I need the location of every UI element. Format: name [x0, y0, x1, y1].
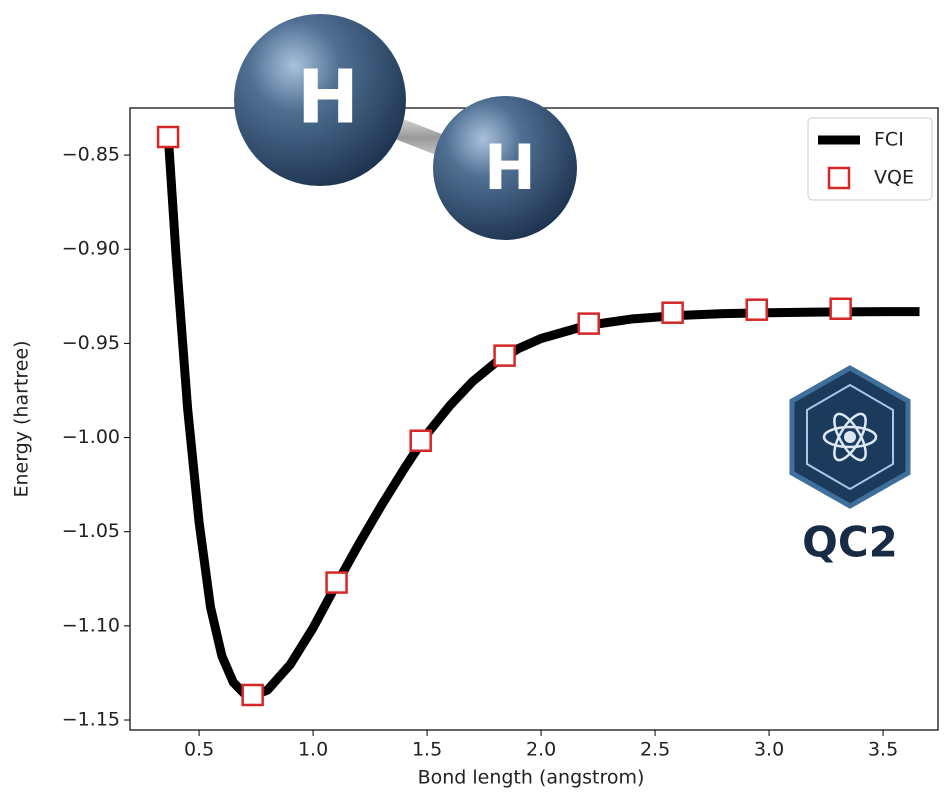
vqe-marker — [495, 346, 515, 366]
vqe-marker — [327, 573, 347, 593]
y-tick-label: −1.00 — [62, 426, 120, 448]
y-tick-label: −0.90 — [62, 238, 120, 260]
logo-text: QC2 — [802, 518, 898, 567]
y-tick-label: −0.95 — [62, 332, 120, 354]
x-tick-label: 3.0 — [754, 739, 784, 761]
x-tick-label: 1.5 — [412, 739, 442, 761]
y-tick-label: −1.10 — [62, 614, 120, 636]
y-tick-label: −1.15 — [62, 709, 120, 731]
vqe-marker — [411, 431, 431, 451]
x-tick-label: 2.5 — [640, 739, 670, 761]
molecule: H H — [234, 14, 577, 240]
vqe-marker — [243, 685, 263, 705]
atom-label: H — [484, 131, 536, 204]
legend: FCI VQE — [808, 118, 932, 200]
vqe-marker — [663, 303, 683, 323]
atom-label: H — [297, 55, 359, 141]
x-tick-label: 1.0 — [298, 739, 328, 761]
legend-label: VQE — [874, 167, 914, 189]
y-tick-label: −0.85 — [62, 144, 120, 166]
legend-marker — [829, 168, 849, 188]
vqe-marker — [158, 127, 178, 147]
y-tick-label: −1.05 — [62, 520, 120, 542]
x-tick-label: 0.5 — [184, 739, 214, 761]
logo-nucleus — [844, 431, 856, 443]
logo: QC2 — [792, 368, 908, 567]
x-axis-label: Bond length (angstrom) — [418, 767, 645, 789]
x-tick-label: 2.0 — [526, 739, 556, 761]
y-axis-label: Energy (hartree) — [11, 340, 33, 497]
chart: Bond length (angstrom) Energy (hartree) … — [0, 0, 948, 797]
legend-label: FCI — [874, 129, 904, 151]
vqe-marker — [579, 314, 599, 334]
vqe-marker — [747, 300, 767, 320]
vqe-marker — [831, 299, 851, 319]
x-tick-label: 3.5 — [868, 739, 898, 761]
